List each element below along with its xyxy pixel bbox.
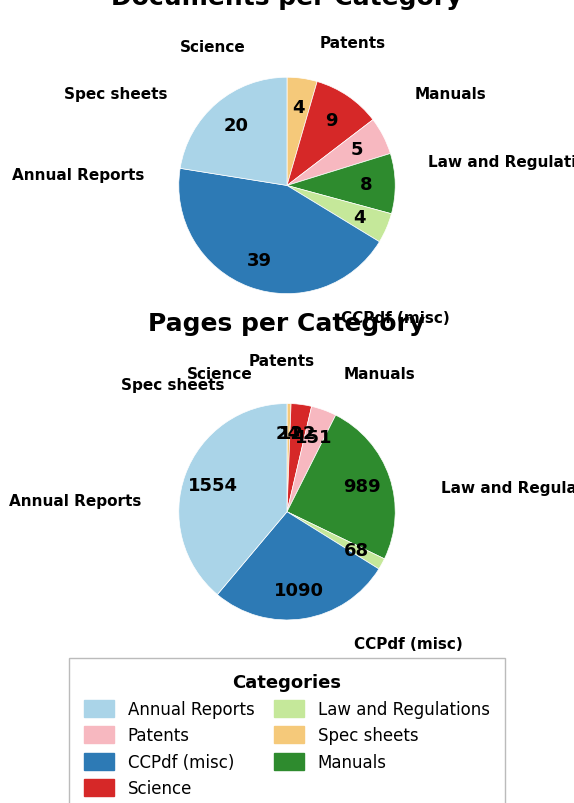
Text: 5: 5	[351, 141, 363, 159]
Wedge shape	[287, 120, 390, 186]
Wedge shape	[287, 407, 336, 512]
Text: 8: 8	[360, 176, 373, 194]
Wedge shape	[287, 83, 373, 186]
Wedge shape	[180, 78, 287, 186]
Text: Law and Regulations: Law and Regulations	[441, 481, 574, 495]
Title: Documents per Category: Documents per Category	[111, 0, 463, 10]
Wedge shape	[218, 512, 379, 620]
Title: Pages per Category: Pages per Category	[149, 312, 425, 336]
Text: 20: 20	[223, 117, 248, 135]
Text: 151: 151	[295, 429, 333, 447]
Text: Spec sheets: Spec sheets	[64, 87, 168, 102]
Text: Patents: Patents	[249, 353, 315, 369]
Text: 122: 122	[279, 425, 316, 443]
Wedge shape	[287, 416, 395, 559]
Text: Science: Science	[180, 40, 246, 55]
Wedge shape	[287, 78, 317, 186]
Text: Patents: Patents	[320, 36, 386, 51]
Text: 9: 9	[325, 112, 338, 130]
Text: CCPdf (misc): CCPdf (misc)	[354, 637, 463, 651]
Text: Annual Reports: Annual Reports	[12, 168, 144, 183]
Text: 1090: 1090	[274, 581, 324, 599]
Wedge shape	[179, 404, 287, 595]
Wedge shape	[287, 404, 312, 512]
Legend: Annual Reports, Patents, CCPdf (misc), Science, Law and Regulations, Spec sheets: Annual Reports, Patents, CCPdf (misc), S…	[69, 658, 505, 803]
Wedge shape	[287, 154, 395, 214]
Text: 1554: 1554	[188, 476, 238, 494]
Text: Science: Science	[187, 366, 253, 381]
Text: 989: 989	[343, 478, 381, 495]
Text: Manuals: Manuals	[414, 87, 486, 102]
Text: 4: 4	[292, 99, 304, 117]
Text: CCPdf (misc): CCPdf (misc)	[341, 311, 450, 325]
Text: 68: 68	[344, 541, 369, 559]
Wedge shape	[179, 169, 379, 295]
Text: 4: 4	[354, 209, 366, 226]
Wedge shape	[287, 186, 391, 243]
Text: Annual Reports: Annual Reports	[9, 494, 141, 509]
Text: Manuals: Manuals	[343, 366, 415, 381]
Wedge shape	[287, 404, 291, 512]
Text: 39: 39	[247, 251, 272, 269]
Text: 24: 24	[276, 424, 301, 442]
Text: Law and Regulations: Law and Regulations	[428, 155, 574, 170]
Text: Spec sheets: Spec sheets	[121, 377, 224, 392]
Wedge shape	[287, 512, 385, 569]
